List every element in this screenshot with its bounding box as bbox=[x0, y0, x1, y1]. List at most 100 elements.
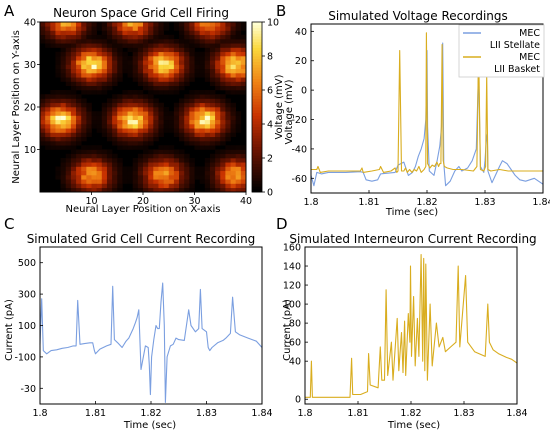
heatmap-cell bbox=[122, 179, 128, 184]
heatmap-cell bbox=[76, 64, 82, 70]
heatmap-cell bbox=[86, 158, 92, 163]
heatmap-cell bbox=[91, 145, 97, 150]
heatmap-cell bbox=[127, 107, 133, 112]
heatmap-cell bbox=[153, 90, 159, 95]
heatmap-cell bbox=[101, 81, 108, 87]
heatmap-cell bbox=[91, 34, 97, 40]
heatmap-cell bbox=[76, 94, 82, 99]
heatmap-cell bbox=[143, 136, 149, 142]
heatmap-cell bbox=[55, 68, 61, 74]
heatmap-cell bbox=[153, 124, 159, 129]
heatmap-cell bbox=[199, 30, 206, 36]
heatmap-cell bbox=[106, 179, 113, 184]
heatmap-cell bbox=[112, 183, 118, 189]
heatmap-cell bbox=[225, 68, 231, 74]
heatmap-cell bbox=[60, 175, 67, 180]
heatmap-cell bbox=[168, 43, 175, 48]
heatmap-cell bbox=[137, 136, 144, 142]
heatmap-cell bbox=[163, 162, 170, 167]
heatmap-cell bbox=[55, 145, 61, 150]
heatmap-cell bbox=[194, 34, 200, 40]
colorbar-segment bbox=[252, 101, 262, 105]
heatmap-cell bbox=[143, 77, 149, 82]
heatmap-cell bbox=[55, 30, 61, 36]
heatmap-cell bbox=[127, 115, 133, 121]
heatmap-cell bbox=[137, 51, 144, 57]
heatmap-cell bbox=[240, 22, 247, 27]
heatmap-cell bbox=[127, 73, 133, 78]
heatmap-cell bbox=[199, 98, 206, 104]
colorbar-label: Voltage (mV) bbox=[274, 74, 285, 139]
heatmap-cell bbox=[220, 175, 226, 180]
heatmap-cell bbox=[189, 68, 195, 74]
heatmap-cell bbox=[179, 22, 185, 27]
heatmap-cell bbox=[86, 179, 92, 184]
heatmap-cell bbox=[81, 170, 87, 176]
heatmap-cell bbox=[220, 115, 226, 121]
heatmap-cell bbox=[189, 187, 195, 193]
heatmap-cell bbox=[127, 170, 133, 176]
heatmap-cell bbox=[81, 179, 87, 184]
heatmap-cell bbox=[240, 73, 247, 78]
heatmap-cell bbox=[91, 183, 97, 189]
heatmap-cell bbox=[240, 175, 247, 180]
heatmap-cell bbox=[209, 102, 216, 108]
heatmap-cell bbox=[117, 64, 123, 70]
heatmap-cell bbox=[70, 128, 77, 133]
colorbar-segment bbox=[252, 183, 262, 187]
heatmap-cell bbox=[173, 170, 180, 176]
heatmap-cell bbox=[215, 111, 221, 116]
heatmap-cell bbox=[199, 26, 206, 31]
heatmap-cell bbox=[194, 51, 200, 57]
heatmap-cell bbox=[70, 60, 77, 65]
colorbar-segment bbox=[252, 146, 262, 150]
heatmap-cell bbox=[101, 183, 108, 189]
heatmap-cell bbox=[65, 179, 72, 184]
heatmap-cell bbox=[117, 179, 123, 184]
heatmap-cell bbox=[112, 81, 118, 87]
heatmap-cell bbox=[127, 124, 133, 129]
heatmap-cell bbox=[240, 77, 247, 82]
heatmap-cell bbox=[76, 136, 82, 142]
heatmap-cell bbox=[101, 22, 108, 27]
heatmap-cell bbox=[173, 77, 180, 82]
heatmap-cell bbox=[184, 94, 190, 99]
heatmap-cell bbox=[143, 179, 149, 184]
heatmap-cell bbox=[76, 124, 82, 129]
heatmap-cell bbox=[148, 175, 154, 180]
heatmap-cell bbox=[148, 39, 154, 44]
heatmap-cell bbox=[81, 187, 87, 193]
heatmap-cell bbox=[199, 107, 206, 112]
heatmap-cell bbox=[189, 34, 195, 40]
heatmap-cell bbox=[225, 64, 231, 70]
heatmap-cell bbox=[153, 183, 159, 189]
heatmap-cell bbox=[106, 51, 113, 57]
heatmap-cell bbox=[86, 22, 92, 27]
heatmap-cell bbox=[76, 170, 82, 176]
panel-d-x-tick-label: 1.83 bbox=[453, 408, 474, 419]
colorbar-segment bbox=[252, 64, 262, 68]
heatmap-cell bbox=[235, 162, 242, 167]
heatmap-cell bbox=[199, 115, 206, 121]
heatmap-cell bbox=[55, 128, 61, 133]
heatmap-cell bbox=[137, 187, 144, 193]
heatmap-cell bbox=[50, 94, 56, 99]
heatmap-cell bbox=[148, 141, 154, 146]
heatmap-cell bbox=[81, 47, 87, 53]
heatmap-y-tick-label: 10 bbox=[24, 145, 36, 156]
heatmap-cell bbox=[91, 124, 97, 129]
heatmap-cell bbox=[60, 132, 67, 138]
heatmap-cell bbox=[65, 162, 72, 167]
heatmap-cell bbox=[153, 68, 159, 74]
heatmap-cell bbox=[204, 26, 211, 31]
colorbar-segment bbox=[252, 24, 262, 29]
heatmap-cell bbox=[122, 166, 128, 172]
heatmap-cell bbox=[184, 111, 190, 116]
heatmap-cell bbox=[240, 56, 247, 61]
heatmap-cell bbox=[204, 107, 211, 112]
heatmap-cell bbox=[86, 39, 92, 44]
heatmap-cell bbox=[117, 56, 123, 61]
heatmap-cell bbox=[143, 166, 149, 172]
heatmap-cell bbox=[153, 64, 159, 70]
heatmap-cell bbox=[86, 30, 92, 36]
